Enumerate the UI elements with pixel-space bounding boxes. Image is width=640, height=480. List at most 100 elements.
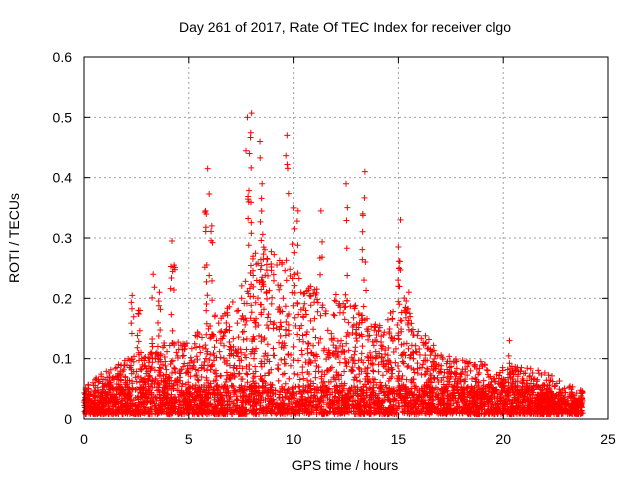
data-point: [300, 338, 307, 345]
data-point: [118, 372, 125, 379]
data-point: [239, 376, 246, 383]
data-point: [351, 374, 358, 381]
data-point: [431, 362, 438, 369]
data-point: [343, 363, 350, 370]
data-point: [422, 352, 429, 359]
data-point: [476, 369, 483, 376]
data-point: [388, 366, 395, 373]
data-point: [226, 346, 233, 353]
data-point: [259, 180, 266, 187]
data-point: [427, 352, 434, 359]
data-point: [136, 357, 143, 364]
data-point: [284, 132, 291, 139]
data-point: [335, 353, 342, 360]
data-point: [277, 332, 284, 339]
data-point: [204, 165, 211, 172]
data-point: [320, 347, 327, 354]
data-point: [326, 352, 333, 359]
data-point: [292, 322, 299, 329]
data-point: [224, 357, 231, 364]
data-point: [188, 345, 195, 352]
data-point: [270, 325, 277, 332]
data-point: [121, 357, 128, 364]
data-point: [392, 345, 399, 352]
data-point: [305, 285, 312, 292]
data-point: [399, 358, 406, 365]
data-point: [258, 195, 265, 202]
data-point: [193, 344, 200, 351]
data-point: [270, 345, 277, 352]
data-point: [244, 371, 251, 378]
data-point: [534, 376, 541, 383]
data-point: [229, 372, 236, 379]
data-point: [424, 345, 431, 352]
data-point: [242, 321, 249, 328]
x-tick-label: 10: [286, 431, 302, 447]
data-point: [264, 352, 271, 359]
chart-title: Day 261 of 2017, Rate Of TEC Index for r…: [179, 19, 511, 35]
y-tick-label: 0.3: [53, 230, 73, 246]
data-point: [294, 371, 301, 378]
data-point: [362, 365, 369, 372]
data-point: [414, 360, 421, 367]
data-point: [546, 382, 553, 389]
data-point: [133, 378, 140, 385]
data-point: [213, 373, 220, 380]
data-point: [375, 327, 382, 334]
data-point: [206, 356, 213, 363]
data-point: [281, 360, 288, 367]
data-point: [199, 344, 206, 351]
data-point: [189, 365, 196, 372]
data-point: [239, 328, 246, 335]
data-point: [541, 409, 548, 416]
data-point: [384, 357, 391, 364]
data-point: [264, 314, 271, 321]
data-point: [387, 310, 394, 317]
data-point: [286, 375, 293, 382]
data-point: [241, 351, 248, 358]
data-point: [138, 366, 145, 373]
data-point: [514, 373, 521, 380]
data-point: [457, 377, 464, 384]
data-point: [361, 277, 368, 284]
data-point: [119, 368, 126, 375]
data-point: [173, 349, 180, 356]
data-point: [203, 307, 210, 314]
data-point: [243, 147, 250, 154]
data-point: [268, 248, 275, 255]
data-point: [325, 379, 332, 386]
data-point: [233, 349, 240, 356]
data-point: [541, 369, 548, 376]
data-point: [317, 271, 324, 278]
data-point: [328, 337, 335, 344]
data-point: [398, 317, 405, 324]
data-point: [258, 208, 265, 215]
data-point: [266, 369, 273, 376]
data-point: [312, 374, 319, 381]
data-point: [473, 365, 480, 372]
data-point: [344, 204, 351, 211]
data-point: [471, 362, 478, 369]
data-point: [462, 366, 469, 373]
data-point: [382, 382, 389, 389]
data-point: [122, 373, 129, 380]
data-point: [145, 363, 152, 370]
data-point: [277, 282, 284, 289]
data-point: [201, 358, 208, 365]
data-point: [192, 366, 199, 373]
data-point: [369, 361, 376, 368]
data-point: [379, 343, 386, 350]
data-point: [350, 357, 357, 364]
data-point: [158, 365, 165, 372]
data-point: [547, 377, 554, 384]
x-tick-label: 0: [80, 431, 88, 447]
data-point: [386, 326, 393, 333]
data-point: [287, 362, 294, 369]
data-point: [307, 317, 314, 324]
data-point: [128, 320, 135, 327]
data-point: [276, 286, 283, 293]
data-point: [389, 370, 396, 377]
data-point: [409, 349, 416, 356]
data-point: [348, 354, 355, 361]
data-point: [395, 277, 402, 284]
